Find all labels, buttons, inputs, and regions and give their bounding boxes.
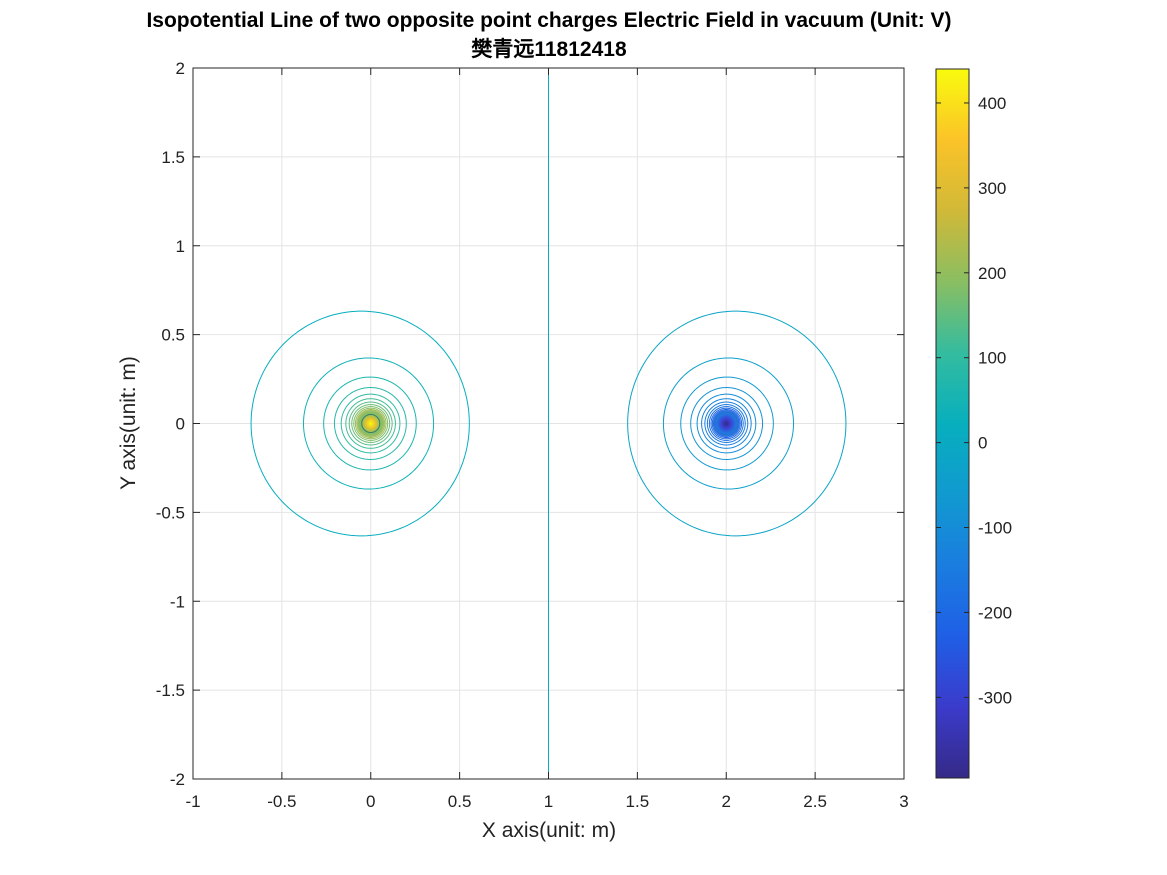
contour-line-negative	[701, 398, 752, 449]
colorbar-tick-label: 0	[978, 434, 987, 453]
colorbar-tick-label: 400	[978, 94, 1006, 113]
x-tick-label: 1.5	[626, 792, 650, 811]
colorbar-tick-label: 100	[978, 349, 1006, 368]
chart-subtitle: 樊青远11812418	[471, 37, 627, 61]
colorbar-tick-label: 200	[978, 264, 1006, 283]
y-tick-label: 1	[176, 237, 185, 256]
contour-line-positive	[348, 401, 393, 446]
x-tick-label: -1	[185, 792, 200, 811]
colorbar-tick-label: 300	[978, 179, 1006, 198]
positive-charge-core	[356, 409, 385, 438]
x-tick-label: 0	[366, 792, 375, 811]
colorbar	[935, 68, 970, 779]
x-tick-label: 2.5	[803, 792, 827, 811]
y-tick-label: 1.5	[161, 148, 185, 167]
colorbar-ticks: 400 300 200 100 0 -100 -200 -300	[936, 94, 1012, 707]
x-tick-label: 2	[722, 792, 731, 811]
contour-line-positive	[351, 404, 391, 443]
x-tick-label: 1	[544, 792, 553, 811]
colorbar-tick-label: -200	[978, 603, 1012, 622]
contour-line-positive	[340, 393, 401, 454]
contour-line-positive	[250, 310, 470, 537]
contour-line-positive	[302, 357, 435, 490]
y-tick-label: 2	[176, 59, 185, 78]
x-tick-label: 0.5	[448, 792, 472, 811]
contour-line-positive	[333, 387, 407, 460]
y-tick-label: 0	[176, 415, 185, 434]
x-axis-label: X axis(unit: m)	[482, 819, 616, 842]
contour-line-negative	[706, 404, 746, 443]
y-tick-label: 0.5	[161, 326, 185, 345]
contour-line-negative	[696, 393, 757, 454]
axis-ticks: -1 -0.5 0 0.5 1 1.5 2 2.5 3 -2 -1.5 -1 -0.5 0 0.5 1 1.5 2	[156, 59, 909, 811]
contour-line-negative	[680, 376, 774, 471]
contour-line-negative	[710, 407, 743, 440]
x-tick-label: -0.5	[267, 792, 296, 811]
contour-line-positive	[345, 398, 396, 449]
y-tick-label: -2	[170, 770, 185, 789]
contour-line-positive	[353, 406, 389, 441]
contour-line-positive	[323, 376, 417, 471]
x-tick-label: 3	[899, 792, 908, 811]
contour-line-negative	[627, 310, 847, 537]
negative-charge-core	[712, 409, 741, 438]
contour-line-negative	[662, 357, 795, 490]
charge-cores	[356, 409, 741, 438]
colorbar-tick-label: -100	[978, 519, 1012, 538]
y-tick-label: -1	[170, 592, 185, 611]
positive-charge-ring	[361, 414, 381, 433]
y-tick-label: -0.5	[156, 503, 185, 522]
contour-line-positive	[354, 407, 387, 440]
y-tick-label: -1.5	[156, 681, 185, 700]
y-axis-label: Y axis(unit: m)	[117, 356, 140, 490]
colorbar-tick-label: -300	[978, 688, 1012, 707]
chart-title: Isopotential Line of two opposite point …	[146, 9, 951, 32]
contour-line-negative	[704, 401, 749, 446]
contour-line-negative	[690, 387, 764, 460]
contour-line-negative	[708, 406, 744, 441]
